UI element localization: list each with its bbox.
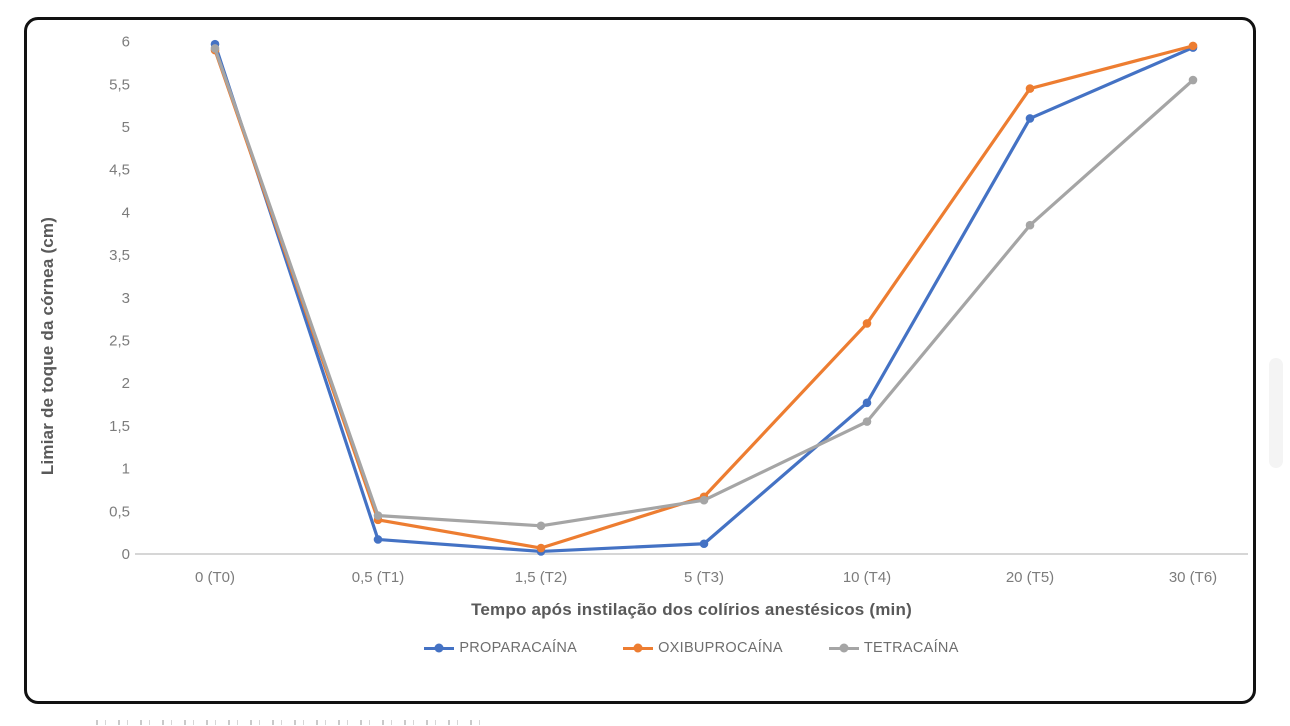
y-tick-label: 5,5 [109, 76, 130, 93]
y-tick-label: 0 [122, 546, 130, 563]
x-tick-label: 0,5 (T1) [352, 569, 405, 586]
data-point [1188, 75, 1198, 85]
line-marker-icon [623, 643, 654, 653]
legend-label: OXIBUPROCAÍNA [658, 640, 783, 656]
y-tick-label: 1,5 [109, 418, 130, 435]
data-point [1188, 41, 1198, 51]
data-point [1025, 114, 1035, 123]
x-tick-label: 5 (T3) [684, 569, 724, 586]
y-tick-label: 2 [122, 375, 130, 392]
x-tick-label: 0 (T0) [195, 569, 235, 586]
x-tick-label: 30 (T6) [1169, 569, 1217, 586]
data-point [373, 535, 383, 544]
line-marker-icon [828, 643, 859, 653]
legend-label: PROPARACAÍNA [459, 640, 578, 656]
data-point [1025, 220, 1035, 230]
data-point [699, 539, 709, 549]
data-point [862, 417, 872, 426]
x-tick-label: 1,5 (T2) [515, 569, 568, 586]
data-point [373, 511, 383, 520]
data-point [210, 44, 220, 53]
x-axis-title: Tempo após instilação dos colírios anest… [471, 600, 912, 619]
chart-legend: PROPARACAÍNA OXIBUPROCAÍNA TETRACAÍNA [135, 638, 1248, 658]
y-tick-label: 2,5 [109, 333, 130, 350]
data-point [862, 319, 872, 328]
y-tick-label: 4,5 [109, 162, 130, 179]
scrollbar-thumb[interactable] [1269, 358, 1283, 468]
legend-item-tetracaina: TETRACAÍNA [828, 638, 959, 658]
data-point [862, 398, 872, 408]
legend-item-proparacaina: PROPARACAÍNA [424, 638, 577, 658]
data-point [699, 495, 709, 505]
series-line [213, 46, 1195, 528]
figure-frame: 0 0,5 1 1,5 2 2,5 3 3,5 4 4,5 5 5,5 6 0 (T0) 0,5 (T1) 1… [24, 17, 1256, 704]
line-marker-icon [424, 643, 455, 653]
data-point [1025, 84, 1035, 93]
x-tick-label: 10 (T4) [843, 569, 891, 586]
y-tick-label: 3,5 [109, 247, 130, 264]
y-tick-label: 3 [122, 290, 130, 307]
y-tick-label: 5 [122, 119, 130, 136]
y-tick-label: 1 [122, 461, 130, 478]
y-tick-label: 0,5 [109, 503, 130, 520]
x-tick-label: 20 (T5) [1006, 569, 1054, 586]
data-point [536, 521, 546, 531]
y-tick-label: 6 [122, 34, 130, 51]
plot-svg: 0 0,5 1 1,5 2 2,5 3 3,5 4 4,5 5 5,5 6 0 (T0) 0,5 (T1) 1… [109, 34, 1248, 586]
legend-item-oxibuprocaina: OXIBUPROCAÍNA [623, 638, 783, 658]
y-tick-label: 4 [122, 204, 130, 221]
y-axis-title: Limiar de toque da córnea (cm) [38, 216, 57, 476]
cropped-caption-remnant [96, 720, 486, 725]
data-point [536, 543, 546, 553]
legend-label: TETRACAÍNA [863, 640, 959, 656]
